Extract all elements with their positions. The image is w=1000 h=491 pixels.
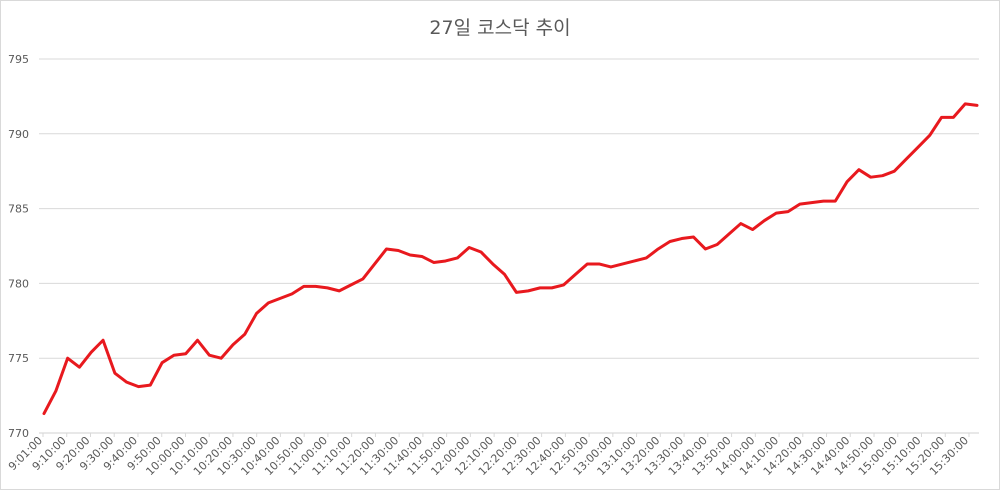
y-tick-label: 780 bbox=[8, 277, 29, 290]
y-tick-label: 785 bbox=[8, 203, 29, 216]
gridlines bbox=[39, 59, 979, 433]
y-tick-label: 770 bbox=[8, 427, 29, 440]
x-axis: 9:01:009:10:009:20:009:30:009:40:009:50:… bbox=[6, 433, 971, 478]
y-tick-label: 790 bbox=[8, 128, 29, 141]
y-tick-label: 775 bbox=[8, 352, 29, 365]
y-tick-label: 795 bbox=[8, 53, 29, 66]
y-axis: 770 775 780 785 790 795 bbox=[8, 53, 29, 440]
series-group bbox=[44, 104, 977, 414]
series-line bbox=[44, 104, 977, 414]
